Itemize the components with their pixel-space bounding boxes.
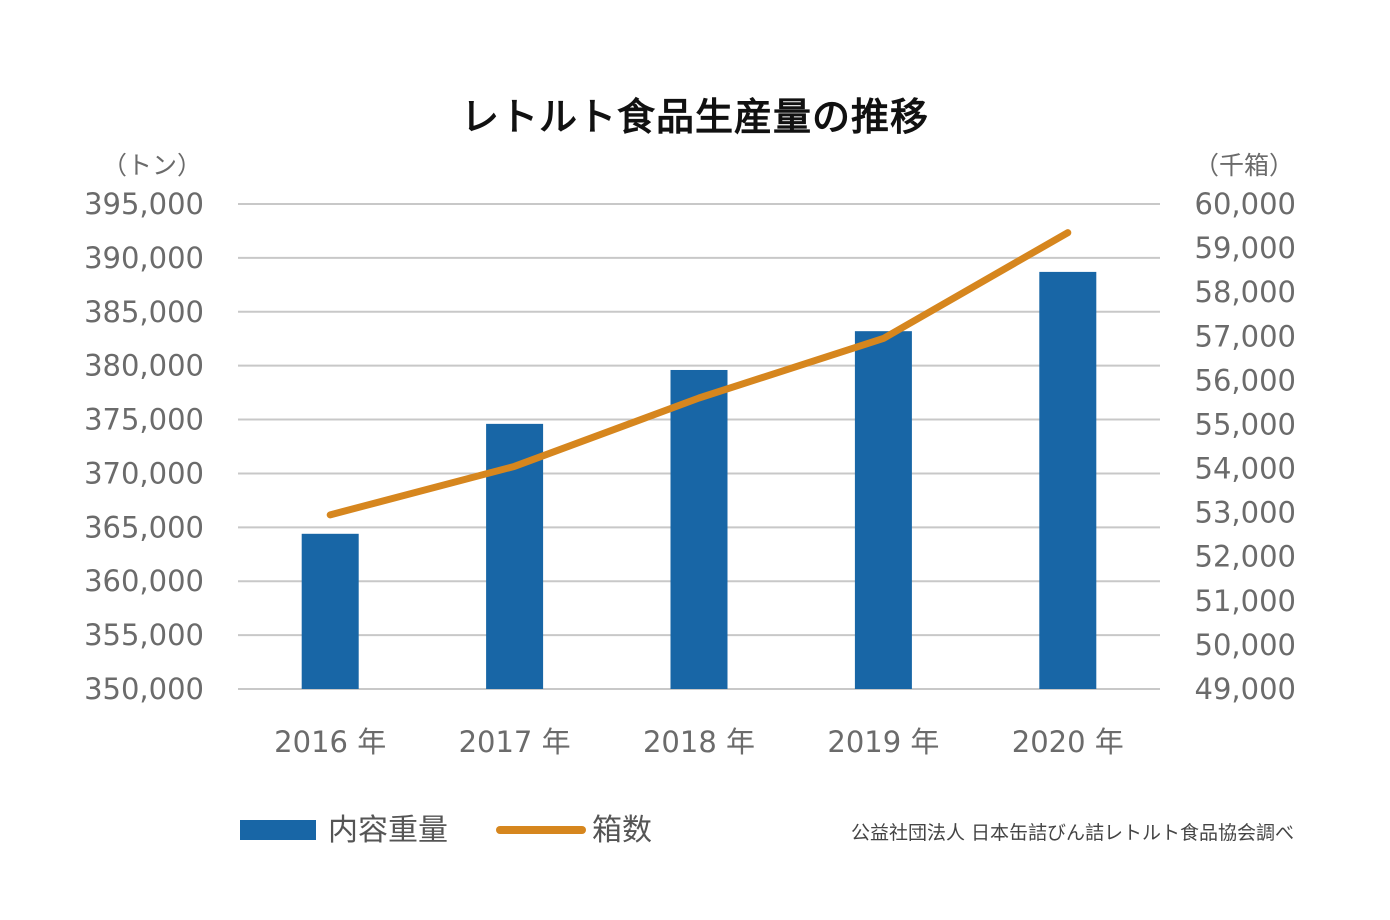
x-tick-label: 2018 年 — [643, 725, 755, 759]
left-tick-label: 370,000 — [84, 456, 204, 490]
x-tick-label: 2017 年 — [459, 725, 571, 759]
left-tick-label: 380,000 — [84, 349, 204, 383]
left-axis-unit: （トン） — [102, 151, 202, 180]
bar — [854, 331, 912, 689]
bar-series — [301, 271, 1097, 689]
line-point — [1067, 232, 1069, 234]
legend-line-label: 箱数 — [592, 813, 652, 848]
right-axis-unit: （千箱） — [1194, 151, 1294, 180]
legend-bar-swatch — [240, 820, 316, 840]
bar — [301, 533, 359, 689]
line-series — [326, 229, 1072, 519]
line-point — [329, 514, 331, 516]
legend-bar-label: 内容重量 — [328, 813, 448, 848]
right-tick-label: 50,000 — [1195, 628, 1296, 662]
line-point — [514, 465, 516, 467]
bar — [670, 369, 728, 689]
source-note: 公益社団法人 日本缶詰びん詰レトルト食品協会調べ — [850, 822, 1294, 844]
left-tick-label: 365,000 — [84, 510, 204, 544]
right-tick-label: 60,000 — [1195, 187, 1296, 221]
x-tick-label: 2016 年 — [274, 725, 386, 759]
left-tick-label: 375,000 — [84, 403, 204, 437]
bar — [1039, 271, 1097, 689]
right-axis-ticks: 60,000 59,000 58,000 57,000 56,000 55,000 54,0… — [1195, 187, 1296, 706]
right-tick-label: 57,000 — [1195, 319, 1296, 353]
right-tick-label: 54,000 — [1195, 452, 1296, 486]
left-tick-label: 360,000 — [84, 564, 204, 598]
left-tick-label: 350,000 — [84, 672, 204, 706]
x-axis-ticks: 2016 年 2017 年 2018 年 2019 年 2020 年 — [274, 725, 1124, 759]
legend: 内容重量 箱数 — [240, 813, 652, 848]
right-tick-label: 49,000 — [1195, 672, 1296, 706]
right-tick-label: 55,000 — [1195, 407, 1296, 441]
right-tick-label: 51,000 — [1195, 584, 1296, 618]
right-tick-label: 52,000 — [1195, 540, 1296, 574]
right-tick-label: 59,000 — [1195, 231, 1296, 265]
right-tick-label: 53,000 — [1195, 496, 1296, 530]
x-tick-label: 2020 年 — [1012, 725, 1124, 759]
line-point — [882, 337, 884, 339]
left-tick-label: 390,000 — [84, 241, 204, 275]
line-point — [698, 397, 700, 399]
left-tick-label: 385,000 — [84, 295, 204, 329]
left-tick-label: 395,000 — [84, 187, 204, 221]
x-tick-label: 2019 年 — [827, 725, 939, 759]
right-tick-label: 58,000 — [1195, 275, 1296, 309]
left-tick-label: 355,000 — [84, 618, 204, 652]
right-tick-label: 56,000 — [1195, 363, 1296, 397]
left-axis-ticks: 395,000 390,000 385,000 380,000 375,000 370,0… — [84, 187, 204, 706]
chart-title: レトルト食品生産量の推移 — [460, 95, 929, 139]
